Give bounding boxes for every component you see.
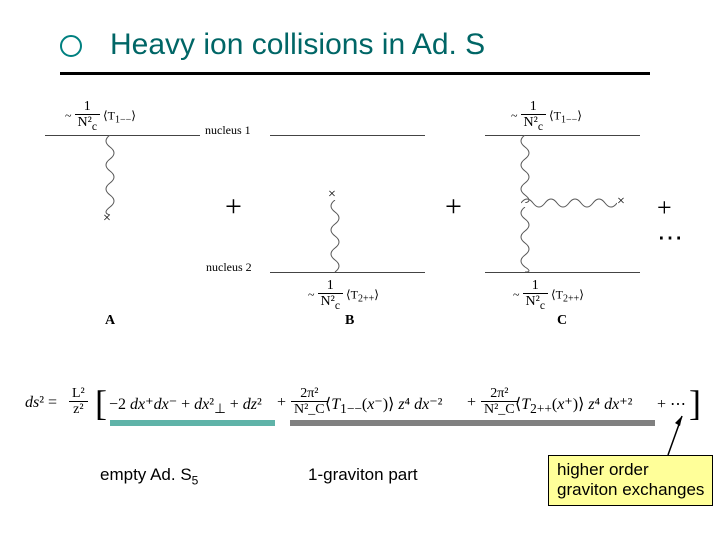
nucleus1-line-c [485,135,640,136]
plus-ab: + [225,190,242,224]
diagram-a: ~ 1N²c ⟨T1−−⟩ nucleus 1 × [45,95,205,315]
title-underline [60,72,650,75]
underline-gray [290,420,655,426]
formula-t2: ⟨T2++(x⁺)⟩ z⁴ dx⁺² [515,394,632,417]
label-one-graviton: 1-graviton part [308,465,418,485]
t1-label-a: ~ 1N²c ⟨T1−−⟩ [65,99,136,134]
label-higher-order-box: higher ordergraviton exchanges [548,455,713,506]
coef2: 2π²N²_C [481,386,518,418]
l2-z2-frac: L²z² [69,386,88,418]
graviton-line-a [100,135,120,215]
formula-plus1: + [277,394,286,412]
bottom-labels-row: empty Ad. S5 1-graviton part higher orde… [0,455,720,525]
graviton-line-horiz [521,195,617,211]
ds2: ds² = [25,394,57,412]
underline-teal [110,420,275,426]
cross-c: × [617,194,625,210]
nucleus2-label: nucleus 2 [206,260,252,275]
bracket-open: [ [95,382,107,424]
plus-bc: + [445,190,462,224]
graviton-line-b [325,200,345,272]
diagram-c: ~ 1N²c ⟨T1−−⟩ × ~ 1N²c ⟨T2++⟩ [485,95,655,315]
arrow-higher-order [620,410,690,460]
cross-a: × [103,211,111,227]
coef1: 2π²N²_C [291,386,328,418]
formula-t1: ⟨T1−−(x⁻)⟩ z⁴ dx⁻² [325,394,442,417]
diagram-label-b: B [345,313,354,329]
t2-label-c: ~ 1N²c ⟨T2++⟩ [513,278,584,313]
diagram-label-a: A [105,313,115,329]
diagram-label-c: C [557,313,567,329]
formula-part1: −2 dx⁺dx⁻ + dx²⊥ + dz² [109,394,262,417]
slide-title: Heavy ion collisions in Ad. S [110,28,485,62]
t2-label-b: ~ 1N²c ⟨T2++⟩ [308,278,379,313]
bracket-close: ] [689,382,701,424]
nucleus1-line-a [45,135,200,136]
formula-plus2: + [467,394,476,412]
nucleus1-line-b [270,135,425,136]
diagram-b: × nucleus 2 ~ 1N²c ⟨T2++⟩ [270,95,430,315]
t1-label-c: ~ 1N²c ⟨T1−−⟩ [511,99,582,134]
title-bullet [60,35,82,57]
diagram-region: ~ 1N²c ⟨T1−−⟩ nucleus 1 × + × nucleus 2 … [45,95,685,335]
label-empty-ads: empty Ad. S5 [100,465,198,487]
graviton-line-c2 [515,207,535,272]
graviton-line-c1 [515,135,535,203]
nucleus2-line-b [270,272,425,273]
plus-dots: + ⋯ [657,193,685,253]
nucleus1-label: nucleus 1 [205,123,251,138]
nucleus2-line-c [485,272,640,273]
